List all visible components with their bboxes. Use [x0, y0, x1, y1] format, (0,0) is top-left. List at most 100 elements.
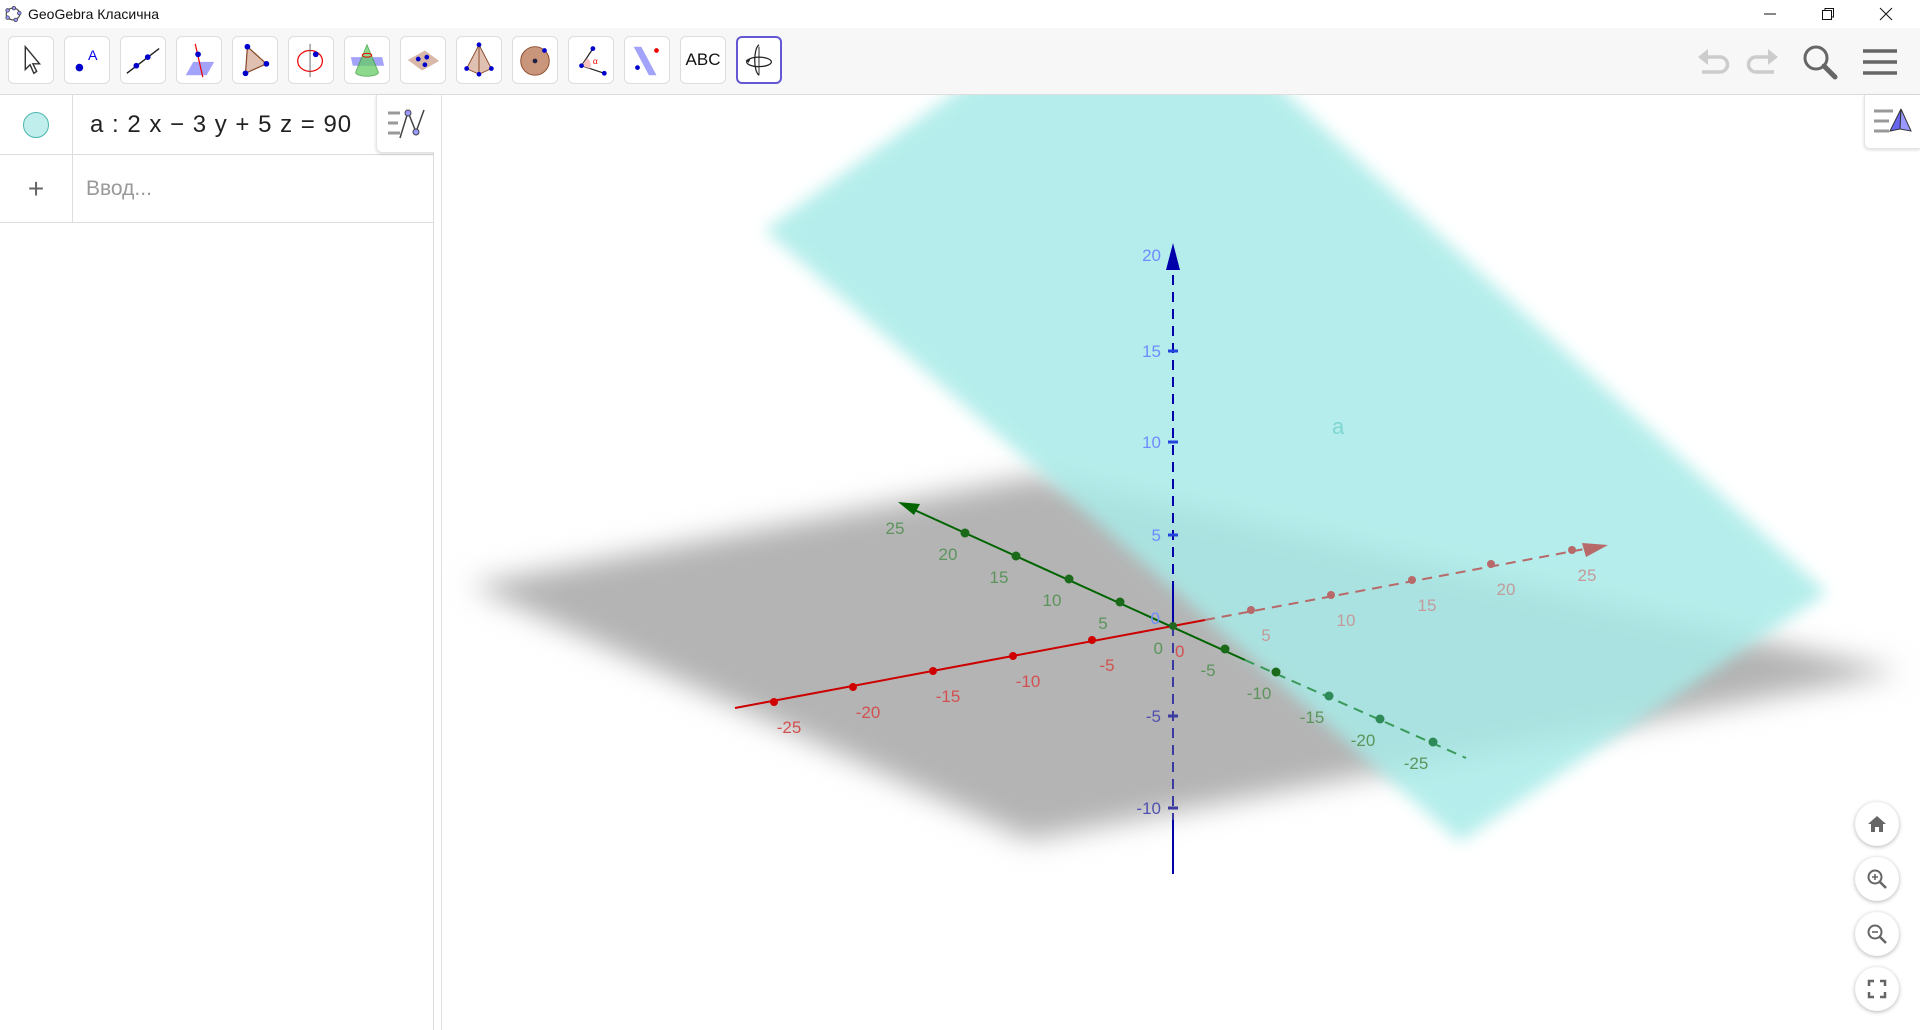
- algebra-view: a : 2 x − 3 y + 5 z = 90 + Ввод...: [0, 95, 434, 1030]
- algebra-input[interactable]: Ввод...: [86, 176, 152, 200]
- z-origin-label: 0: [1151, 609, 1160, 628]
- algebra-input-row[interactable]: + Ввод...: [0, 155, 434, 223]
- fullscreen-button[interactable]: [1855, 967, 1899, 1011]
- add-button[interactable]: +: [0, 155, 73, 222]
- undo-button[interactable]: [1692, 40, 1736, 84]
- x-axis-tick-label: -5: [1099, 656, 1114, 675]
- x-axis-tick: [1327, 591, 1335, 599]
- angle-icon: α: [579, 46, 607, 76]
- tool-text[interactable]: ABC: [680, 36, 726, 84]
- x-axis-tick-label: -10: [1016, 672, 1041, 691]
- visibility-marble-icon: [23, 111, 49, 138]
- y-axis-tick: [1271, 667, 1281, 677]
- algebra-style-button[interactable]: [376, 95, 434, 153]
- algebra-item[interactable]: a : 2 x − 3 y + 5 z = 90: [0, 95, 434, 155]
- tool-intersect-surfaces[interactable]: [344, 36, 390, 84]
- x-axis-tick-label: 15: [1418, 596, 1437, 615]
- y-axis-tick-label: 25: [886, 519, 905, 538]
- y-axis-tick-label: 10: [1043, 591, 1062, 610]
- x-axis-tick: [1009, 652, 1017, 660]
- sphere-icon: [520, 46, 550, 76]
- toolbar: A α ABC: [0, 28, 1920, 95]
- tool-move[interactable]: [8, 36, 54, 84]
- pyramid-icon: [464, 42, 494, 77]
- plane-equation[interactable]: a : 2 x − 3 y + 5 z = 90: [90, 110, 353, 138]
- search-button[interactable]: [1798, 40, 1842, 84]
- x-axis-tick: [1247, 606, 1255, 614]
- cone-plane-icon: [350, 43, 385, 77]
- zoom-in-icon: [1867, 869, 1887, 889]
- y-axis-tick-label: 20: [939, 545, 958, 564]
- y-axis-tick: [1220, 644, 1230, 654]
- geogebra-logo-icon: [5, 5, 22, 23]
- tool-sphere[interactable]: [512, 36, 558, 84]
- window-title: GeoGebra Класична: [28, 6, 160, 22]
- plane-points-icon: [407, 50, 440, 71]
- close-button[interactable]: [1858, 0, 1914, 28]
- z-axis-arrow: [1166, 243, 1180, 270]
- tool-rotate-3d-view[interactable]: [736, 36, 782, 84]
- y-axis-tick: [1375, 714, 1385, 724]
- y-axis-tick: [960, 528, 970, 538]
- svg-text:A: A: [88, 48, 98, 64]
- circle-axis-icon: [297, 43, 324, 78]
- home-icon: [1868, 816, 1886, 832]
- hamburger-menu-icon: [1863, 49, 1897, 75]
- y-axis-tick-label: -20: [1351, 731, 1376, 750]
- tool-circle-axis[interactable]: [288, 36, 334, 84]
- tool-point[interactable]: A: [64, 36, 110, 84]
- redo-button[interactable]: [1740, 40, 1784, 84]
- home-button[interactable]: [1855, 802, 1899, 846]
- tool-angle[interactable]: α: [568, 36, 614, 84]
- z-axis-tick-label: 15: [1142, 342, 1161, 361]
- x-axis-tick: [1487, 560, 1495, 568]
- x-axis-tick: [1568, 546, 1576, 554]
- minimize-button[interactable]: [1742, 0, 1798, 28]
- x-axis-tick: [1088, 636, 1096, 644]
- view-divider[interactable]: [434, 95, 442, 1030]
- tool-reflect-plane[interactable]: [624, 36, 670, 84]
- reflect-plane-icon: [633, 46, 659, 76]
- close-icon: [1879, 7, 1893, 21]
- x-axis-tick-label: 20: [1497, 580, 1516, 599]
- xy-plane: [470, 475, 1900, 840]
- tool-pyramid[interactable]: [456, 36, 502, 84]
- graphics-3d-canvas[interactable]: -25 -20 -15 -10 -5 5 10 15 20 25 25 20 15 10 5 -5 -10 -15…: [443, 95, 1920, 1030]
- restore-button[interactable]: [1800, 0, 1856, 28]
- plane-a-label[interactable]: a: [1332, 414, 1345, 439]
- y-axis-back: [1244, 659, 1467, 759]
- y-origin-label: 0: [1154, 639, 1163, 658]
- y-axis-tick-label: -25: [1404, 754, 1429, 773]
- z-axis-tick-label: -10: [1136, 799, 1161, 818]
- text-icon: ABC: [685, 50, 721, 69]
- rotate-view-icon: [745, 44, 772, 76]
- visibility-toggle[interactable]: [0, 95, 73, 154]
- algebra-style-icon: [387, 109, 425, 138]
- y-axis-tick: [1011, 551, 1021, 561]
- z-axis-tick-label: 10: [1142, 433, 1161, 452]
- y-axis-tick: [1064, 574, 1074, 584]
- zoom-out-icon: [1867, 924, 1887, 944]
- x-axis-tick-label: 5: [1261, 626, 1270, 645]
- tool-plane-three-points[interactable]: [400, 36, 446, 84]
- zoom-out-button[interactable]: [1855, 912, 1899, 956]
- x-axis-tick-label: -20: [856, 703, 881, 722]
- graphics-3d-view[interactable]: -25 -20 -15 -10 -5 5 10 15 20 25 25 20 15 10 5 -5 -10 -15…: [443, 95, 1920, 1030]
- z-axis-tick-label: 20: [1142, 246, 1161, 265]
- y-axis-tick-label: -10: [1247, 684, 1272, 703]
- tool-perpendicular-line[interactable]: [176, 36, 222, 84]
- tool-polygon[interactable]: [232, 36, 278, 84]
- x-axis-tick: [1408, 576, 1416, 584]
- line-icon: [126, 48, 160, 74]
- y-axis-tick: [1428, 737, 1438, 747]
- x-axis-front: [734, 619, 1206, 709]
- x-origin-label: 0: [1175, 642, 1184, 661]
- zoom-in-button[interactable]: [1855, 857, 1899, 901]
- graphics-style-button[interactable]: [1864, 95, 1920, 149]
- tool-line[interactable]: [120, 36, 166, 84]
- y-axis-arrow: [898, 502, 920, 515]
- x-axis-tick: [770, 698, 778, 706]
- y-axis-tick-label: -5: [1200, 661, 1215, 680]
- y-axis-tick-label: -15: [1300, 708, 1325, 727]
- menu-button[interactable]: [1858, 40, 1902, 84]
